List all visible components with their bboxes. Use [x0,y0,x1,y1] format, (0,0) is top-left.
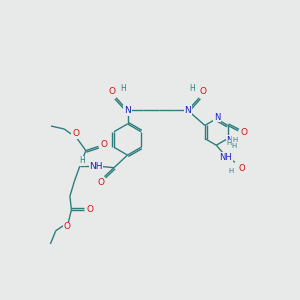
Text: NH: NH [89,162,103,171]
Text: O: O [101,140,108,149]
Text: H: H [232,137,238,143]
Text: N: N [214,112,220,122]
Text: N: N [226,136,233,145]
Text: N: N [184,106,191,115]
Text: O: O [72,129,79,138]
Text: O: O [86,205,94,214]
Text: N: N [124,106,131,115]
Text: O: O [241,128,248,137]
Text: O: O [97,178,104,187]
Text: O: O [109,87,116,96]
Text: O: O [200,87,207,96]
Text: O: O [64,222,71,231]
Text: H: H [120,84,126,93]
Text: H: H [226,140,232,146]
Text: O: O [238,164,245,173]
Text: H: H [229,168,234,174]
Text: H: H [79,156,85,165]
Text: H: H [232,143,237,149]
Text: H: H [190,84,196,93]
Text: NH: NH [220,153,232,162]
